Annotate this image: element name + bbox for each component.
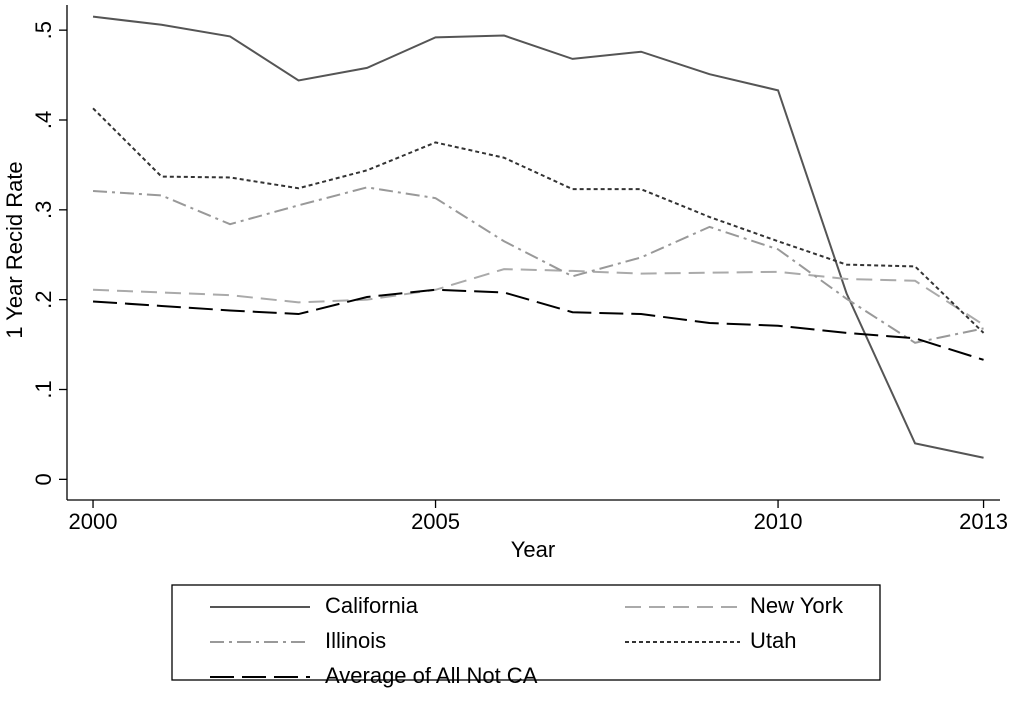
series-line <box>92 15 984 459</box>
y-tick-label: 0 <box>31 473 56 485</box>
y-tick-label: .5 <box>31 21 56 39</box>
legend-label: New York <box>750 593 844 618</box>
y-tick-label: .3 <box>31 201 56 219</box>
series-line <box>92 268 985 326</box>
series-line <box>92 288 984 361</box>
y-axis-title: 1 Year Recid Rate <box>2 161 27 338</box>
y-tick-label: .2 <box>31 290 56 308</box>
legend-box <box>171 584 881 681</box>
y-tick-label: .4 <box>31 111 56 129</box>
x-tick-label: 2000 <box>69 509 118 534</box>
series-line <box>92 186 984 344</box>
legend-label: California <box>325 593 419 618</box>
y-tick-label: .1 <box>31 380 56 398</box>
legend-label: Illinois <box>325 628 386 653</box>
x-tick-label: 2005 <box>411 509 460 534</box>
series-line <box>92 107 985 334</box>
legend-label: Average of All Not CA <box>325 663 538 688</box>
x-axis-title: Year <box>511 537 555 562</box>
legend-label: Utah <box>750 628 796 653</box>
x-tick-label: 2013 <box>959 509 1008 534</box>
x-tick-label: 2010 <box>754 509 803 534</box>
